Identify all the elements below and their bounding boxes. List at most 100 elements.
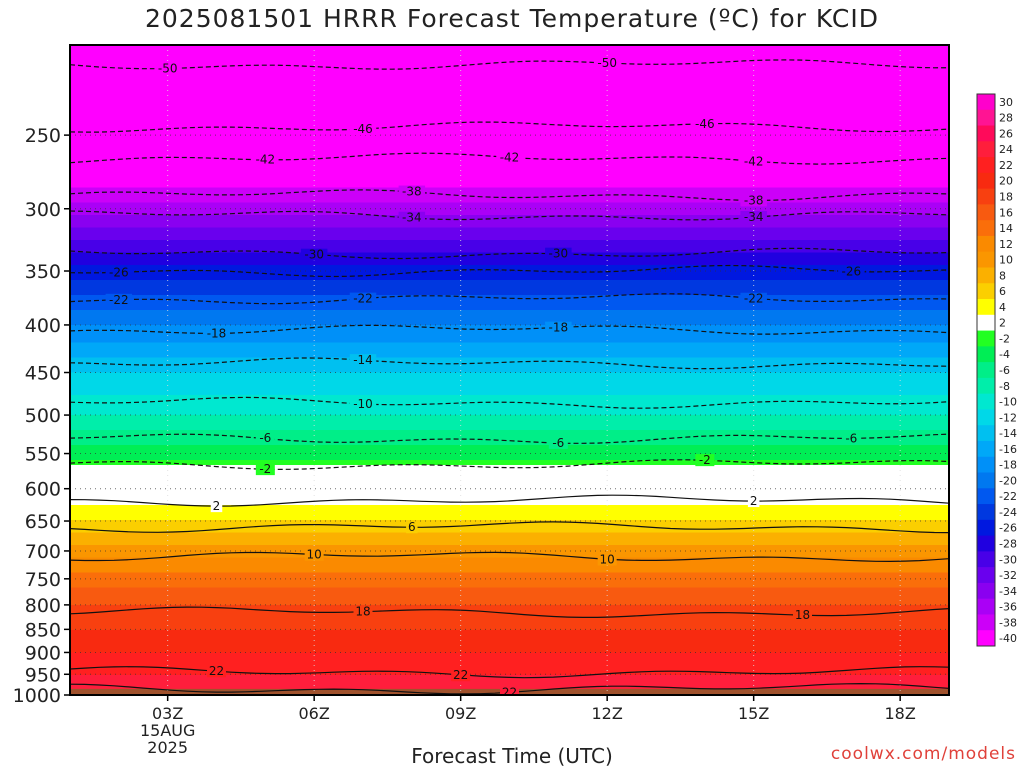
- x-tick-sublabel: 15AUG: [140, 721, 195, 740]
- credit-link[interactable]: coolwx.com/models: [830, 744, 1016, 764]
- temperature-band: [70, 450, 949, 454]
- temperature-band: [70, 447, 949, 451]
- colorbar-swatch: [977, 235, 995, 253]
- contour-label: 10: [307, 548, 322, 562]
- colorbar-swatch: [977, 157, 995, 174]
- colorbar-swatch: [977, 393, 995, 410]
- contour-label: -22: [353, 292, 373, 306]
- colorbar-frame: [976, 93, 996, 647]
- contour-line: [70, 59, 949, 70]
- temperature-band: [70, 432, 949, 436]
- contour-label: -38: [402, 185, 422, 199]
- temperature-band: [70, 537, 949, 541]
- temperature-band: [70, 205, 949, 209]
- temperature-band: [70, 192, 949, 196]
- contour-label: -2: [699, 453, 711, 467]
- y-tick-label: 350: [25, 261, 61, 283]
- temperature-band: [70, 577, 949, 581]
- temperature-band: [70, 347, 949, 351]
- contour-label-bg: [252, 153, 279, 166]
- contour-label: -34: [744, 210, 764, 224]
- temperature-band: [70, 620, 949, 624]
- colorbar-swatch: [977, 283, 995, 300]
- temperature-band: [70, 517, 949, 521]
- temperature-band: [70, 672, 949, 676]
- contour-line: [70, 189, 949, 202]
- contour-label: 22: [502, 685, 517, 699]
- y-tick-label: 950: [25, 664, 61, 686]
- colorbar-label: -8: [999, 380, 1010, 393]
- temperature-band: [70, 77, 949, 81]
- temperature-band: [70, 162, 949, 166]
- colorbar-label: -38: [999, 616, 1017, 629]
- temperature-band: [70, 430, 949, 434]
- temperature-band: [70, 302, 949, 306]
- contour-label-bg: [593, 57, 621, 70]
- contour-label-bg: [406, 521, 418, 534]
- temperature-band: [70, 427, 949, 431]
- contour-line: [70, 293, 949, 305]
- contour-label-bg: [300, 248, 328, 261]
- colorbar-swatch: [977, 314, 995, 332]
- temperature-band: [70, 165, 949, 169]
- temperature-band: [70, 172, 949, 176]
- temperature-band: [70, 132, 949, 136]
- colorbar-swatch: [977, 251, 995, 268]
- temperature-band: [70, 215, 949, 219]
- colorbar-swatch: [977, 504, 995, 521]
- temperature-band: [70, 587, 949, 591]
- temperature-band: [70, 650, 949, 654]
- contour-line: [70, 357, 949, 370]
- contour-label-bg: [597, 553, 617, 566]
- contour-label-bg: [255, 432, 275, 445]
- colorbar-label: -4: [999, 348, 1010, 361]
- contour-label: 18: [355, 605, 370, 619]
- temperature-band: [70, 417, 949, 421]
- y-tick-label: 400: [25, 315, 61, 337]
- contour-label: -30: [304, 248, 324, 262]
- temperature-band: [70, 565, 949, 569]
- temperature-band: [70, 575, 949, 579]
- temperature-band: [70, 637, 949, 641]
- temperature-band: [70, 330, 949, 334]
- temperature-band: [70, 642, 949, 646]
- temperature-band: [70, 567, 949, 571]
- contour-label: 2: [750, 494, 758, 508]
- temperature-band: [70, 200, 949, 204]
- temperature-band: [70, 645, 949, 649]
- temperature-band: [70, 142, 949, 146]
- temperature-band: [70, 597, 949, 601]
- colorbar-label: -36: [999, 601, 1017, 614]
- temperature-band: [70, 70, 949, 74]
- temperature-band: [70, 202, 949, 206]
- temperature-band: [70, 407, 949, 411]
- temperature-band: [70, 545, 949, 549]
- contour-label: -50: [597, 56, 617, 70]
- x-tick-label: 15Z: [738, 704, 769, 723]
- colorbar-label: 24: [999, 143, 1013, 156]
- colorbar-label: 28: [999, 112, 1013, 125]
- temperature-band: [70, 615, 949, 619]
- temperature-band: [70, 362, 949, 366]
- temperature-band: [70, 305, 949, 309]
- temperature-band: [70, 510, 949, 514]
- colorbar-label: -24: [999, 506, 1017, 519]
- temperature-band: [70, 475, 949, 479]
- colorbar-label: -18: [999, 459, 1017, 472]
- temperature-band: [70, 340, 949, 344]
- temperature-band: [70, 207, 949, 211]
- temperature-band: [70, 647, 949, 651]
- contour-label-bg: [841, 432, 861, 445]
- temperature-band: [70, 110, 949, 114]
- temperature-band: [70, 590, 949, 594]
- contour-label: -22: [744, 292, 764, 306]
- temperature-band: [70, 260, 949, 264]
- temperature-band: [70, 607, 949, 611]
- temperature-band: [70, 50, 949, 54]
- temperature-band: [70, 555, 949, 559]
- temperature-band: [70, 442, 949, 446]
- x-tick-sublabel: 2025: [147, 738, 188, 757]
- temperature-band: [70, 392, 949, 396]
- contour-label: -6: [552, 436, 564, 450]
- x-tick-label: 03Z: [152, 704, 183, 723]
